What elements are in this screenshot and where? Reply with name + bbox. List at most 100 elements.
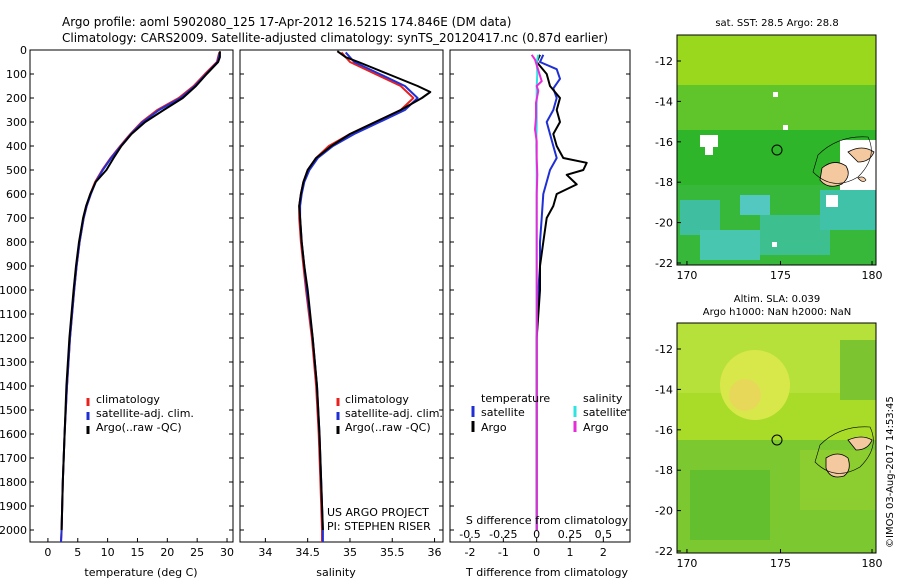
depth-tick-label: 1400 [0, 380, 27, 393]
salinity-axis-label: salinity [316, 566, 356, 579]
legend-label-sal-satellite: satellite [583, 406, 627, 419]
map-x-tick-label: 175 [770, 269, 791, 282]
legend-label-sal-argo: Argo [583, 421, 609, 434]
temperature-legend: climatology satellite-adj. clim. Argo(..… [86, 393, 194, 434]
map-x-tick-label: 180 [862, 557, 883, 570]
figure-title-line2: Climatology: CARS2009. Satellite-adjuste… [62, 31, 608, 45]
salinity-panel: 34 34.5 35 35.5 36 [240, 49, 443, 559]
top-tick-label: 0.25 [558, 528, 583, 541]
sst-map-title: sat. SST: 28.5 Argo: 28.8 [715, 18, 838, 29]
map-y-tick-label: -22 [655, 545, 673, 558]
x-tick-label: -2 [465, 546, 476, 559]
difference-top-axis-label: S difference from climatology [466, 514, 629, 527]
x-tick-label: 0 [533, 546, 540, 559]
map-y-tick-label: -12 [655, 55, 673, 68]
x-tick-label: 36 [428, 546, 442, 559]
difference-axis-label: T difference from climatology [465, 566, 628, 579]
salinity-panel-frame [239, 49, 444, 543]
difference-legend: temperature salinity satellite Argo sate… [471, 392, 627, 434]
map-y-tick-label: -18 [655, 464, 673, 477]
depth-tick-label: 200 [6, 92, 27, 105]
argo-position-marker [771, 434, 783, 446]
top-tick-label: 0 [533, 528, 540, 541]
depth-tick-label: 1700 [0, 452, 27, 465]
temperature-axis-label: temperature (deg C) [84, 566, 197, 579]
map-y-tick-label: -22 [655, 257, 673, 270]
legend-header-temperature: temperature [481, 392, 550, 405]
x-tick-label: 20 [160, 546, 174, 559]
argo-position-marker [771, 144, 783, 156]
x-tick-label: 15 [130, 546, 144, 559]
depth-tick-label: 1800 [0, 476, 27, 489]
top-tick-label: -0.5 [459, 528, 480, 541]
project-note-line1: US ARGO PROJECT [327, 506, 429, 519]
project-note-line2: PI: STEPHEN RISER [327, 520, 431, 533]
imos-timestamp: ©IMOS 03-Aug-2017 14:53:45 [885, 396, 896, 548]
depth-tick-label: 1900 [0, 500, 27, 513]
x-tick-label: 35.5 [380, 546, 405, 559]
x-tick-label: 1 [567, 546, 574, 559]
series-line-argorawqc [60, 51, 221, 531]
sla-map-title-line1: Altim. SLA: 0.039 [734, 294, 820, 305]
x-tick-label: 34.5 [295, 546, 320, 559]
map-y-tick-label: -14 [655, 383, 673, 396]
top-tick-label: -0.25 [489, 528, 517, 541]
temperature-panel-frame [29, 49, 234, 543]
depth-axis: 0 100 200 300 400 500 600 700 800 900 1000 1100 1200… [0, 44, 34, 537]
temperature-panel: 0 5 10 15 20 25 30 [30, 49, 234, 559]
map-y-tick-label: -20 [655, 505, 673, 518]
x-tick-label: 25 [190, 546, 204, 559]
sla-map-title-line2: Argo h1000: NaN h2000: NaN [703, 307, 851, 318]
depth-tick-label: 1200 [0, 332, 27, 345]
legend-label-satellite: satellite-adj. clim. [345, 407, 443, 420]
legend-header-salinity: salinity [583, 392, 623, 405]
depth-tick-label: 1600 [0, 428, 27, 441]
sla-map [676, 322, 877, 554]
figure-title-line1: Argo profile: aoml 5902080_125 17-Apr-20… [62, 15, 511, 29]
series-line-argo [535, 54, 588, 530]
depth-tick-label: 1500 [0, 404, 27, 417]
legend-label-argo: Argo(..raw -QC) [96, 421, 182, 434]
depth-tick-label: 1100 [0, 308, 27, 321]
series-line-satellite [535, 54, 561, 530]
depth-tick-label: 400 [6, 140, 27, 153]
legend-label-temp-satellite: satellite [481, 406, 525, 419]
map-y-tick-label: -12 [655, 343, 673, 356]
depth-tick-label: 2000 [0, 524, 27, 537]
x-tick-label: 30 [220, 546, 234, 559]
legend-label-argo: Argo(..raw -QC) [345, 421, 431, 434]
map-y-tick-label: -20 [655, 217, 673, 230]
depth-tick-label: 100 [6, 68, 27, 81]
series-line-argorawqc [298, 50, 432, 531]
depth-tick-label: 500 [6, 164, 27, 177]
x-tick-label: -1 [498, 546, 509, 559]
top-tick-label: 0.5 [595, 528, 613, 541]
depth-tick-label: 0 [20, 44, 27, 57]
x-tick-label: 10 [101, 546, 115, 559]
x-tick-label: 0 [44, 546, 51, 559]
map-x-tick-label: 180 [862, 269, 883, 282]
depth-tick-label: 1000 [0, 284, 27, 297]
depth-tick-label: 800 [6, 236, 27, 249]
depth-tick-label: 600 [6, 188, 27, 201]
depth-tick-label: 1300 [0, 356, 27, 369]
series-line-climatology [298, 51, 415, 542]
x-tick-label: 5 [74, 546, 81, 559]
legend-label-temp-argo: Argo [481, 421, 507, 434]
depth-tick-label: 700 [6, 212, 27, 225]
x-tick-label: 35 [343, 546, 357, 559]
series-line-argo [530, 54, 543, 530]
depth-tick-label: 900 [6, 260, 27, 273]
map-y-tick-label: -16 [655, 424, 673, 437]
sst-map-axes: 170 175 180 -12 -14 -16 -18 -20 -22 [655, 55, 882, 282]
x-tick-label: 2 [600, 546, 607, 559]
legend-label-climatology: climatology [345, 393, 409, 406]
map-y-tick-label: -18 [655, 176, 673, 189]
map-x-tick-label: 170 [676, 557, 697, 570]
sst-map [676, 34, 877, 266]
x-tick-label: 34 [258, 546, 272, 559]
difference-panel-frame [449, 49, 631, 543]
map-y-tick-label: -16 [655, 136, 673, 149]
legend-label-satellite: satellite-adj. clim. [96, 407, 194, 420]
